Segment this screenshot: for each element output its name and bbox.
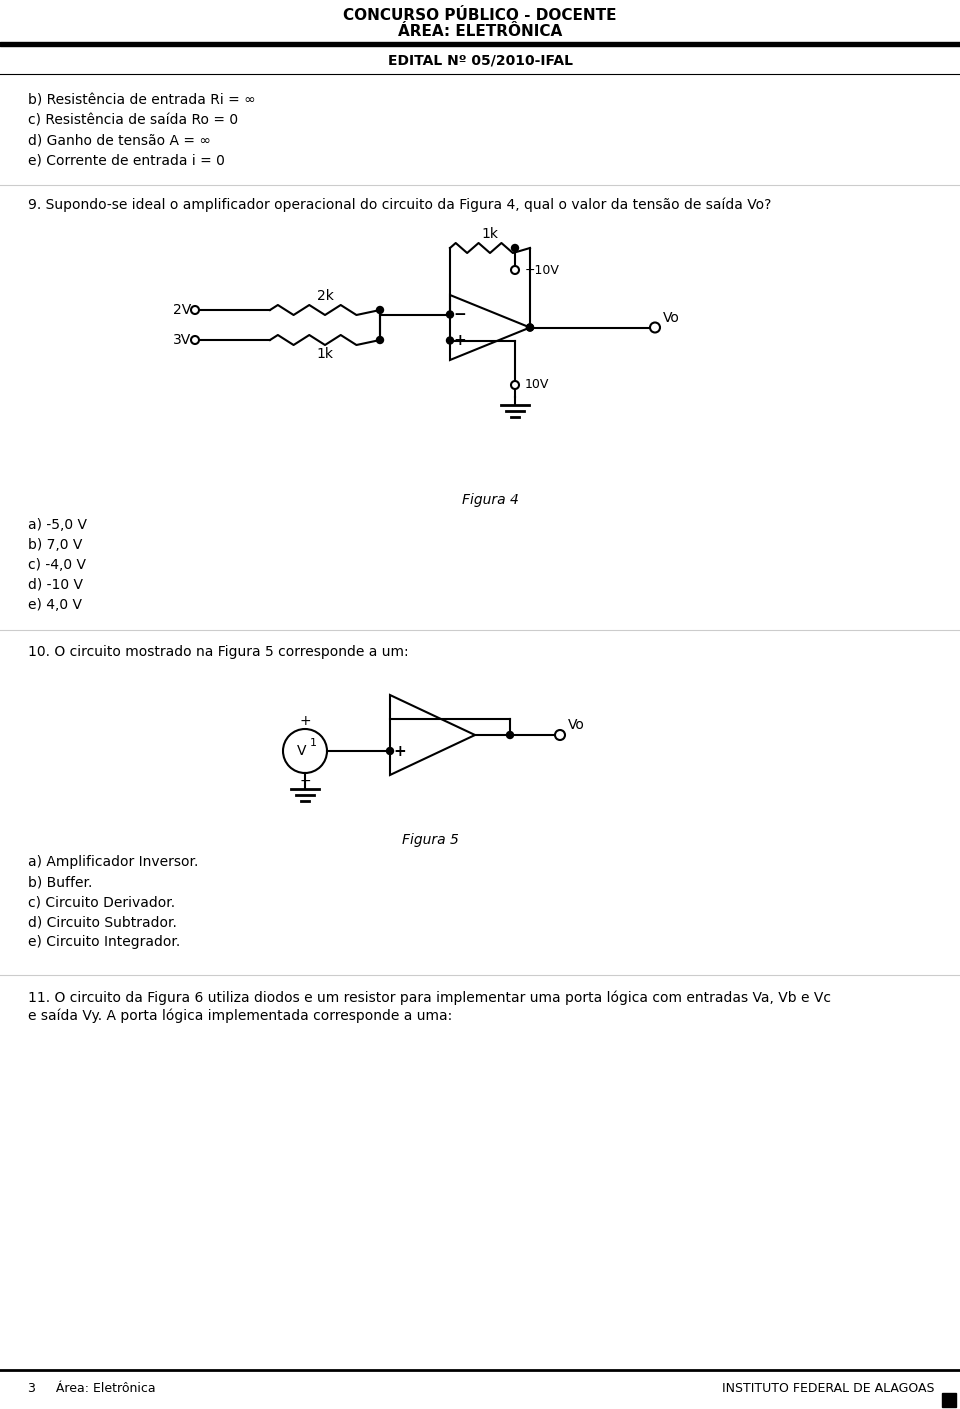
- Text: Figura 4: Figura 4: [462, 493, 518, 507]
- Text: 10V: 10V: [525, 379, 549, 392]
- Text: 1: 1: [309, 738, 317, 748]
- Text: +: +: [454, 333, 467, 348]
- Text: 1k: 1k: [317, 347, 333, 361]
- Text: Vo: Vo: [568, 719, 585, 733]
- Text: 3V: 3V: [173, 333, 191, 347]
- Text: d) Circuito Subtrador.: d) Circuito Subtrador.: [28, 914, 177, 929]
- Text: 3     Área: Eletrônica: 3 Área: Eletrônica: [28, 1381, 156, 1395]
- Bar: [942, 1394, 956, 1408]
- Text: V: V: [298, 744, 307, 758]
- Circle shape: [387, 748, 394, 754]
- Circle shape: [511, 380, 519, 389]
- Text: ÁREA: ELETRÔNICA: ÁREA: ELETRÔNICA: [397, 24, 563, 39]
- Text: b) Resistência de entrada Ri = ∞: b) Resistência de entrada Ri = ∞: [28, 93, 255, 107]
- Text: +: +: [300, 714, 311, 728]
- Circle shape: [555, 730, 565, 740]
- Text: b) 7,0 V: b) 7,0 V: [28, 538, 83, 552]
- Text: a) Amplificador Inversor.: a) Amplificador Inversor.: [28, 855, 199, 869]
- Text: +: +: [394, 744, 406, 758]
- Text: INSTITUTO FEDERAL DE ALAGOAS: INSTITUTO FEDERAL DE ALAGOAS: [723, 1381, 935, 1395]
- Text: CONCURSO PÚBLICO - DOCENTE: CONCURSO PÚBLICO - DOCENTE: [344, 8, 616, 24]
- Circle shape: [512, 245, 518, 251]
- Circle shape: [191, 335, 199, 344]
- Text: EDITAL Nº 05/2010-IFAL: EDITAL Nº 05/2010-IFAL: [388, 54, 572, 68]
- Text: 10. O circuito mostrado na Figura 5 corresponde a um:: 10. O circuito mostrado na Figura 5 corr…: [28, 645, 409, 659]
- Text: 9. Supondo-se ideal o amplificador operacional do circuito da Figura 4, qual o v: 9. Supondo-se ideal o amplificador opera…: [28, 197, 772, 213]
- Text: −10V: −10V: [525, 263, 560, 276]
- Text: c) Resistência de saída Ro = 0: c) Resistência de saída Ro = 0: [28, 113, 238, 127]
- Circle shape: [526, 324, 534, 331]
- Text: c) Circuito Derivador.: c) Circuito Derivador.: [28, 895, 175, 909]
- Circle shape: [376, 307, 383, 313]
- Text: −: −: [394, 712, 406, 727]
- Text: c) -4,0 V: c) -4,0 V: [28, 558, 86, 572]
- Text: a) -5,0 V: a) -5,0 V: [28, 519, 87, 533]
- Text: Figura 5: Figura 5: [401, 833, 459, 847]
- Circle shape: [526, 324, 534, 331]
- Text: d) Ganho de tensão A = ∞: d) Ganho de tensão A = ∞: [28, 132, 211, 147]
- Text: Vo: Vo: [663, 310, 680, 324]
- Text: −: −: [300, 774, 311, 788]
- Text: e) Corrente de entrada i = 0: e) Corrente de entrada i = 0: [28, 154, 225, 168]
- Circle shape: [446, 337, 453, 344]
- Circle shape: [191, 306, 199, 314]
- Text: 2k: 2k: [317, 289, 333, 303]
- Text: 11. O circuito da Figura 6 utiliza diodos e um resistor para implementar uma por: 11. O circuito da Figura 6 utiliza diodo…: [28, 991, 831, 1005]
- Circle shape: [507, 731, 514, 738]
- Text: −: −: [454, 307, 467, 323]
- Circle shape: [650, 323, 660, 333]
- Text: b) Buffer.: b) Buffer.: [28, 875, 92, 889]
- Text: e saída Vy. A porta lógica implementada corresponde a uma:: e saída Vy. A porta lógica implementada …: [28, 1009, 452, 1023]
- Circle shape: [376, 337, 383, 344]
- Circle shape: [446, 311, 453, 318]
- Circle shape: [511, 266, 519, 273]
- Text: 2V: 2V: [173, 303, 191, 317]
- Text: 1k: 1k: [482, 227, 498, 241]
- Text: e) Circuito Integrador.: e) Circuito Integrador.: [28, 936, 180, 950]
- Text: d) -10 V: d) -10 V: [28, 578, 83, 592]
- Text: e) 4,0 V: e) 4,0 V: [28, 597, 82, 612]
